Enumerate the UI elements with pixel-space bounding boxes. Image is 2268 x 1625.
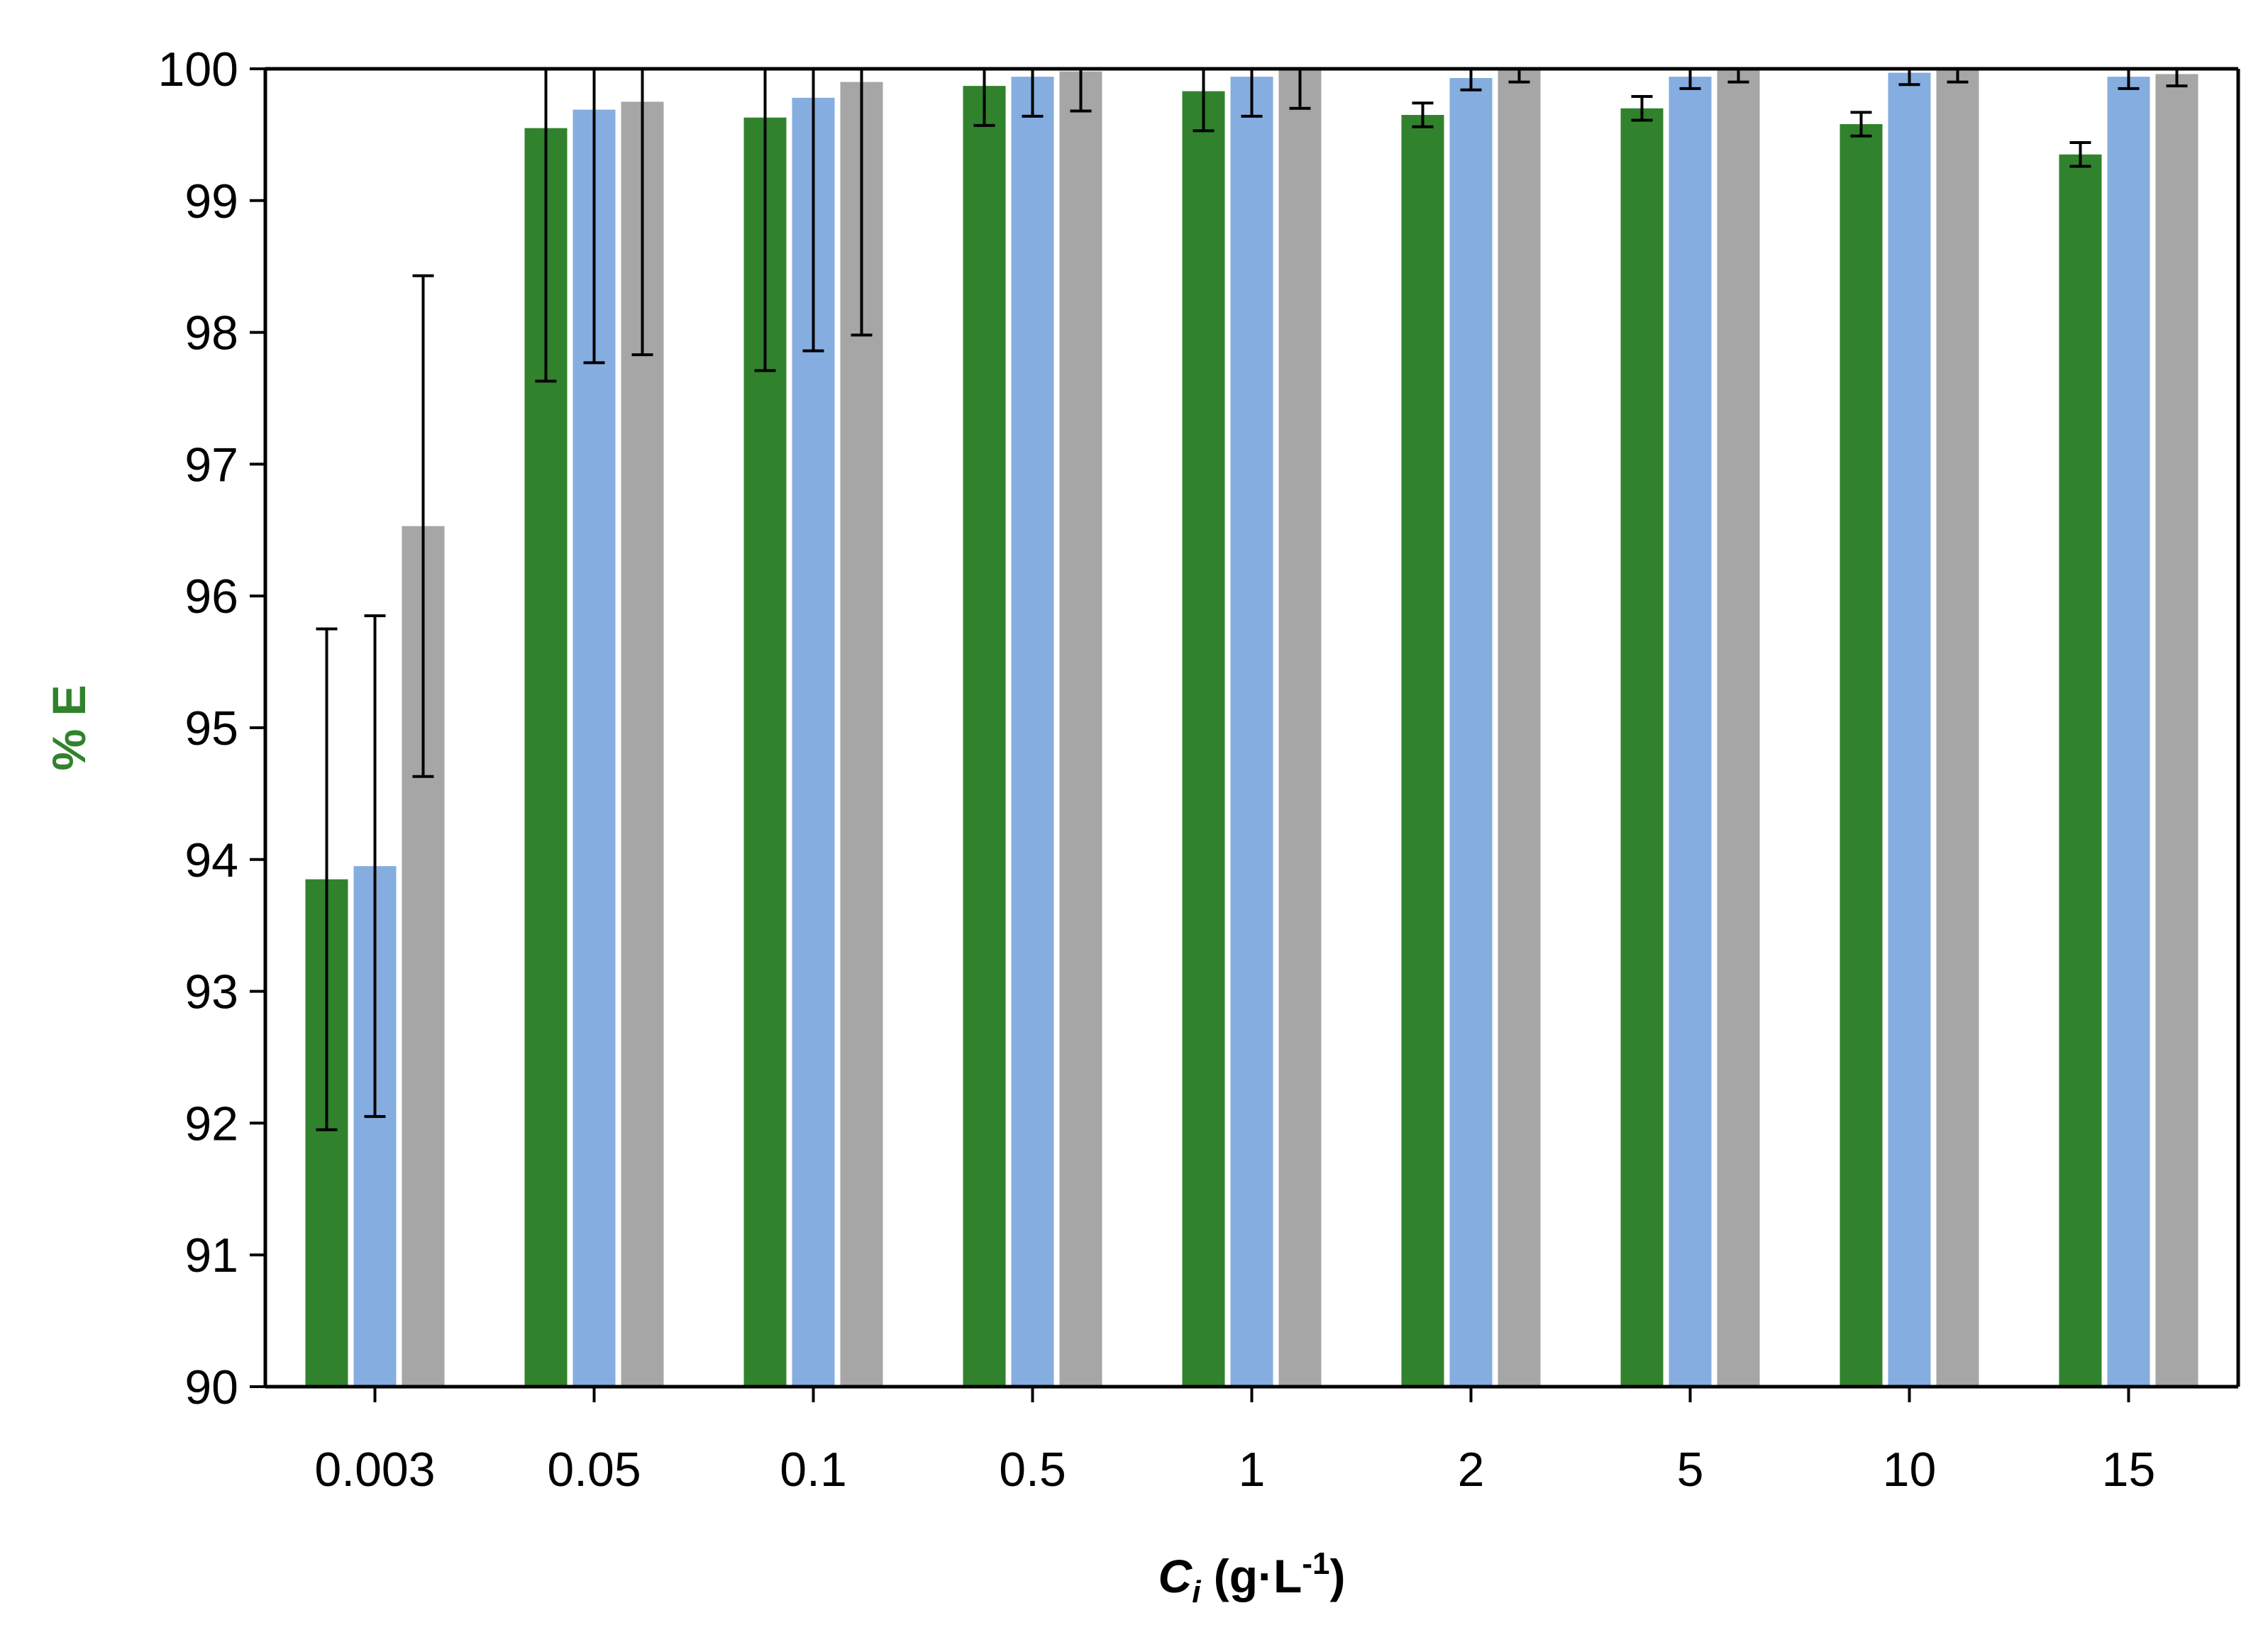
x-axis-title: Ci (g·L-1) bbox=[1158, 1546, 1346, 1609]
bar-series-3-5 bbox=[1717, 70, 1760, 1387]
y-tick-label: 96 bbox=[184, 570, 238, 623]
x-axis-title-unit-close: ) bbox=[1329, 1550, 1345, 1602]
bar-series-2-10 bbox=[1888, 72, 1931, 1387]
bar-series-1-15 bbox=[2059, 154, 2102, 1387]
x-tick-label: 5 bbox=[1677, 1443, 1704, 1497]
y-tick-label: 98 bbox=[184, 306, 238, 360]
y-tick-label: 97 bbox=[184, 438, 238, 492]
x-tick-label: 15 bbox=[2102, 1443, 2156, 1497]
bar-series-1-5 bbox=[1620, 108, 1664, 1387]
bar-series-1-1 bbox=[1182, 91, 1225, 1387]
x-tick-label: 2 bbox=[1458, 1443, 1485, 1497]
x-tick-label: 1 bbox=[1239, 1443, 1266, 1497]
bar-series-1-0.5 bbox=[963, 86, 1006, 1387]
x-tick-label: 0.5 bbox=[999, 1443, 1066, 1497]
y-tick-label: 99 bbox=[184, 174, 238, 228]
y-tick-label: 94 bbox=[184, 833, 238, 887]
y-tick-label: 100 bbox=[158, 43, 238, 96]
bar-series-3-2 bbox=[1498, 70, 1541, 1387]
bar-series-2-15 bbox=[2107, 77, 2150, 1387]
y-tick-label: 95 bbox=[184, 701, 238, 755]
y-tick-label: 91 bbox=[184, 1229, 238, 1282]
x-tick-label: 0.003 bbox=[314, 1443, 435, 1497]
x-axis-title-subscript: i bbox=[1192, 1575, 1201, 1609]
bar-series-1-10 bbox=[1840, 124, 1883, 1387]
y-tick-label: 93 bbox=[184, 965, 238, 1019]
x-axis-title-symbol: C bbox=[1158, 1550, 1193, 1602]
bars-layer bbox=[305, 69, 2198, 1387]
y-ticks: 90 91 92 93 94 95 96 97 98 99 100 bbox=[158, 43, 265, 1414]
bar-series-2-2 bbox=[1449, 78, 1493, 1387]
bar-series-3-1 bbox=[1278, 69, 1322, 1387]
bar-series-3-0.5 bbox=[1059, 71, 1102, 1387]
bar-series-2-0.5 bbox=[1011, 77, 1054, 1387]
y-tick-label: 90 bbox=[184, 1360, 238, 1414]
bar-series-2-1 bbox=[1230, 77, 1273, 1387]
y-tick-label: 92 bbox=[184, 1097, 238, 1150]
x-axis-title-unit: (g·L bbox=[1200, 1550, 1302, 1602]
bar-series-3-15 bbox=[2155, 74, 2198, 1387]
bar-series-2-5 bbox=[1669, 77, 1712, 1387]
x-axis-title-superscript: -1 bbox=[1302, 1546, 1329, 1581]
error-bars-layer bbox=[316, 69, 2188, 1131]
x-ticks: 0.003 0.05 0.1 0.5 1 2 5 10 15 bbox=[314, 1387, 2155, 1497]
y-axis-title: % E bbox=[43, 684, 95, 770]
x-tick-label: 0.05 bbox=[547, 1443, 641, 1497]
x-tick-label: 10 bbox=[1883, 1443, 1937, 1497]
x-tick-label: 0.1 bbox=[780, 1443, 847, 1497]
bar-series-1-2 bbox=[1401, 115, 1444, 1387]
bar-series-3-10 bbox=[1936, 70, 1979, 1387]
